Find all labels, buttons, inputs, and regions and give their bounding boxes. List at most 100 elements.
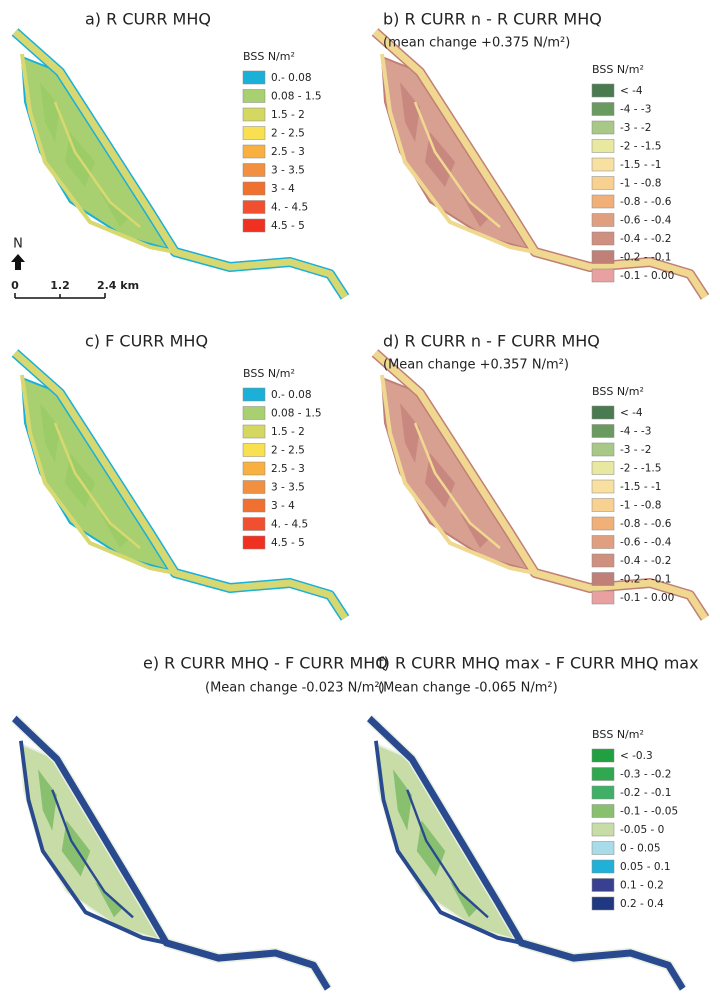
legend-label: 4. - 4.5 [271,202,308,214]
legend-swatch [242,163,266,177]
legend-label: 4. - 4.5 [271,519,308,531]
legend-label: -0.2 - -0.1 [620,574,671,586]
legend: BSS N/m² < -4 -4 - -3 -3 - -2 -2 - -1.5 -1.5 … [591,63,674,283]
legend-title: BSS N/m² [592,728,644,741]
legend-label: -2 - -1.5 [620,463,661,475]
legend-swatch [242,218,266,233]
legend: BSS N/m² < -4 -4 - -3 -3 - -2 -2 - -1.5 -1.5 … [591,385,674,605]
panel: d) R CURR n - F CURR MHQ (Mean change +0.… [375,332,705,618]
legend-label: 1.5 - 2 [271,426,305,438]
legend-label: -0.1 - 0.00 [620,592,674,604]
legend-label: 2 - 2.5 [271,128,305,140]
legend-label: -0.2 - -0.1 [620,252,671,264]
legend-label: -0.6 - -0.4 [620,537,672,549]
legend-label: -3 - -2 [620,122,651,134]
legend-swatch [242,480,266,494]
legend-swatch [591,859,615,874]
legend-swatch [242,107,266,122]
legend-swatch [591,268,615,283]
legend-label: 0.2 - 0.4 [620,898,664,910]
panel: e) R CURR MHQ - F CURR MHQ (Mean change -… [14,654,388,989]
legend-label: -0.1 - 0.00 [620,270,674,282]
legend-swatch [591,590,615,605]
scale-label: 0 [11,279,19,292]
legend-label: -0.4 - -0.2 [620,555,671,567]
legend-swatch [591,822,615,837]
legend-label: < -4 [620,407,643,419]
scale-label: 1.2 [50,279,70,292]
legend-swatch [591,213,615,227]
legend-swatch [591,553,615,568]
legend-label: -0.8 - -0.6 [620,518,672,530]
legend-title: BSS N/m² [592,385,644,398]
legend-swatch [591,785,615,800]
legend-label: -0.05 - 0 [620,824,664,836]
legend-swatch [242,387,266,402]
map [14,718,328,989]
legend-swatch [242,535,266,550]
legend-swatch [242,181,266,196]
legend-label: 2.5 - 3 [271,146,305,158]
legend-swatch [591,250,615,264]
panel: f) R CURR MHQ max - F CURR MHQ max (Mean … [369,654,699,989]
legend-label: -0.8 - -0.6 [620,196,672,208]
legend-swatch [242,126,266,140]
legend-label: 3 - 3.5 [271,165,305,177]
legend-label: 2.5 - 3 [271,463,305,475]
legend-swatch [242,406,266,420]
legend-label: -4 - -3 [620,426,651,438]
legend-label: 0.08 - 1.5 [271,408,322,420]
panel: a) R CURR MHQ BSS N/m² 0.- 0.08 0.08 - 1.5 1… [15,10,345,297]
legend-swatch [591,405,615,420]
panel-title: b) R CURR n - R CURR MHQ [383,10,602,29]
legend-label: -3 - -2 [620,444,651,456]
legend-label: -2 - -1.5 [620,141,661,153]
legend-label: -4 - -3 [620,104,651,116]
legend-label: 4.5 - 5 [271,220,305,232]
panel-subtitle: (Mean change -0.065 N/m²) [378,681,558,696]
legend-label: -0.3 - -0.2 [620,769,671,781]
legend-swatch [591,896,615,911]
panel: c) F CURR MHQ BSS N/m² 0.- 0.08 0.08 - 1.5 1… [15,332,345,618]
legend-swatch [242,144,266,159]
panel-subtitle: (mean change +0.375 N/m²) [383,36,570,51]
legend-label: -1 - -0.8 [620,178,661,190]
legend-label: -0.4 - -0.2 [620,233,671,245]
legend-swatch [242,89,266,103]
legend-title: BSS N/m² [592,63,644,76]
panel-title: f) R CURR MHQ max - F CURR MHQ max [378,654,699,673]
legend-label: -0.6 - -0.4 [620,215,672,227]
legend-label: -1.5 - -1 [620,481,661,493]
legend-swatch [591,194,615,209]
legend-title: BSS N/m² [243,367,295,380]
legend-swatch [591,139,615,153]
legend-label: -0.2 - -0.1 [620,787,671,799]
legend-label: 0.05 - 0.1 [620,861,671,873]
panel: b) R CURR n - R CURR MHQ (mean change +0.… [375,10,705,297]
legend-label: -0.1 - -0.05 [620,806,678,818]
legend-swatch [591,102,615,116]
legend-swatch [591,157,615,172]
legend-swatch [591,83,615,98]
legend-label: 0 - 0.05 [620,843,661,855]
legend-swatch [242,461,266,476]
legend-swatch [242,424,266,439]
legend-swatch [591,498,615,512]
legend-swatch [591,231,615,246]
legend-swatch [591,479,615,494]
legend-swatch [591,841,615,855]
legend-swatch [591,120,615,135]
legend-label: 0.- 0.08 [271,72,312,84]
legend-label: 1.5 - 2 [271,109,305,121]
legend-label: 3 - 4 [271,500,295,512]
legend-label: 4.5 - 5 [271,537,305,549]
legend-label: -1.5 - -1 [620,159,661,171]
legend-label: 0.- 0.08 [271,389,312,401]
legend-swatch [591,442,615,457]
legend: BSS N/m² 0.- 0.08 0.08 - 1.5 1.5 - 2 2 - 2.5… [242,50,322,233]
legend-swatch [242,517,266,531]
legend-label: 2 - 2.5 [271,445,305,457]
legend-label: 0.08 - 1.5 [271,91,322,103]
legend-label: < -4 [620,85,643,97]
legend-swatch [591,516,615,531]
